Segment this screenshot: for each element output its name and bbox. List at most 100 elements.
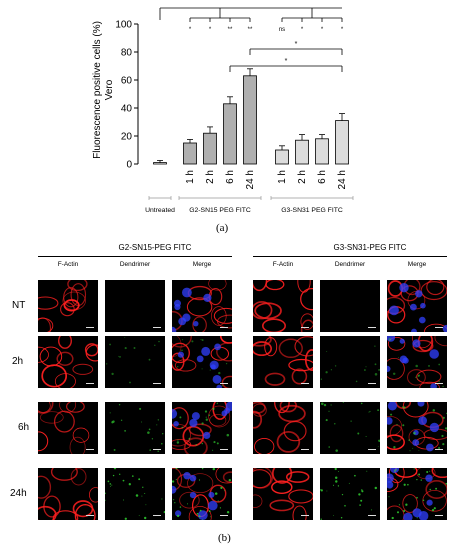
significance-label: *	[209, 27, 212, 33]
actin-signal	[285, 471, 310, 483]
dendrimer-signal	[396, 424, 398, 426]
actin-signal	[72, 363, 94, 375]
dendrimer-signal	[158, 340, 160, 343]
nucleus-signal	[418, 416, 427, 425]
micrograph-cell	[172, 468, 232, 520]
scale-bar	[220, 515, 228, 516]
dendrimer-signal	[212, 407, 215, 411]
actin-signal	[43, 495, 61, 518]
micrograph-image	[253, 402, 307, 454]
y-tick-label: 60	[121, 76, 133, 87]
dendrimer-signal	[219, 507, 222, 509]
dendrimer-signal	[441, 434, 444, 438]
dendrimer-signal	[398, 504, 400, 506]
actin-signal	[88, 487, 98, 503]
dendrimer-signal	[334, 365, 337, 367]
dendrimer-signal	[433, 507, 436, 510]
actin-signal	[186, 297, 213, 317]
actin-signal	[387, 476, 399, 493]
actin-signal	[288, 489, 313, 504]
x-tick-label: 1 h	[185, 170, 196, 184]
actin-signal	[208, 405, 231, 428]
dendrimer-signal	[198, 515, 201, 518]
actin-signal	[220, 336, 232, 344]
dendrimer-signal	[402, 424, 405, 427]
micrograph-image	[172, 402, 232, 454]
dendrimer-signal	[415, 376, 417, 379]
dendrimer-signal	[111, 484, 113, 486]
actin-signal	[254, 437, 275, 454]
dendrimer-signal	[334, 476, 338, 480]
micrograph-image	[253, 468, 313, 520]
actin-signal	[291, 368, 308, 385]
actin-signal	[265, 280, 285, 291]
dendrimer-signal	[326, 490, 328, 492]
dendrimer-signal	[442, 385, 444, 388]
scale-bar	[153, 383, 161, 384]
dendrimer-signal	[413, 431, 416, 435]
dendrimer-signal	[148, 428, 151, 431]
scale-bar	[368, 383, 376, 384]
nucleus-signal	[402, 357, 409, 364]
actin-signal	[389, 424, 404, 443]
dendrimer-signal	[403, 406, 406, 409]
actin-signal	[70, 283, 87, 307]
actin-signal	[422, 490, 447, 512]
dendrimer-signal	[374, 363, 377, 366]
nucleus-signal	[172, 485, 177, 494]
actin-signal	[192, 316, 207, 332]
micrograph-image	[38, 280, 88, 332]
x-tick-label: 2 h	[297, 170, 308, 184]
row-label: 24h	[10, 488, 27, 499]
dendrimer-signal	[416, 496, 418, 499]
dendrimer-signal	[216, 402, 219, 405]
dendrimer-signal	[374, 345, 376, 347]
nucleus-signal	[430, 383, 437, 388]
dendrimer-signal	[407, 483, 409, 486]
bar	[153, 162, 167, 165]
dendrimer-signal	[109, 412, 111, 414]
nucleus-signal	[212, 375, 222, 384]
actin-signal	[39, 411, 64, 424]
micrograph-cell	[172, 402, 232, 454]
micrograph-cell	[320, 336, 380, 388]
dendrimer-signal	[212, 449, 214, 451]
dendrimer-signal	[417, 374, 420, 378]
scale-bar	[301, 383, 309, 384]
dendrimer-signal	[321, 402, 324, 406]
micrograph-cell	[387, 336, 447, 388]
actin-signal	[53, 410, 75, 433]
dendrimer-signal	[124, 347, 127, 350]
dendrimer-signal	[435, 487, 438, 490]
dendrimer-signal	[109, 343, 111, 346]
dendrimer-signal	[156, 424, 158, 426]
actin-signal	[387, 434, 405, 451]
significance-label: *	[321, 27, 324, 33]
actin-signal	[221, 375, 232, 388]
dendrimer-signal	[431, 508, 435, 512]
micrograph-image	[38, 336, 98, 388]
actin-signal	[70, 468, 87, 486]
dendrimer-signal	[106, 363, 108, 365]
panel-b-caption: (b)	[218, 532, 231, 544]
actin-signal	[74, 504, 96, 520]
actin-signal	[269, 499, 295, 512]
x-tick-label: 6 h	[225, 170, 236, 184]
actin-signal	[38, 402, 54, 414]
dendrimer-signal	[335, 480, 338, 483]
micrograph-cell	[387, 402, 447, 454]
micrograph-cell	[387, 280, 447, 332]
nucleus-signal	[224, 407, 231, 414]
micrograph-cell	[105, 402, 165, 454]
micrograph-cell	[387, 468, 447, 520]
dendrimer-signal	[161, 498, 163, 500]
actin-signal	[38, 475, 52, 499]
dendrimer-signal	[361, 490, 364, 493]
dendrimer-signal	[409, 450, 411, 452]
actin-signal	[38, 431, 49, 452]
actin-signal	[188, 506, 212, 520]
dendrimer-signal	[216, 442, 219, 445]
dendrimer-signal	[135, 494, 139, 497]
dendrimer-signal	[109, 483, 112, 485]
dendrimer-signal	[361, 489, 363, 491]
